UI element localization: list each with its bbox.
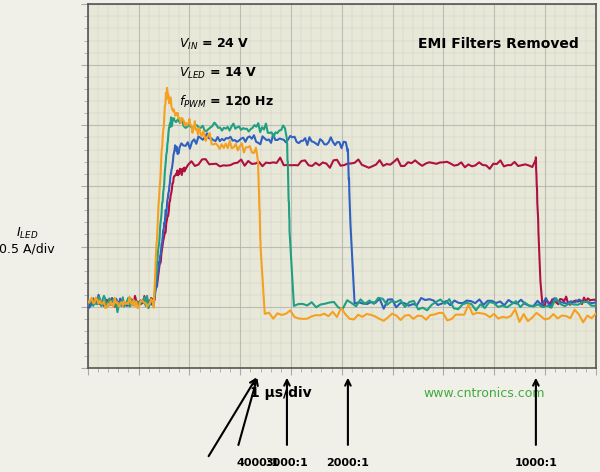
Text: $V_{LED}$ = 14 V: $V_{LED}$ = 14 V: [179, 66, 258, 81]
Text: $I_{LED}$
0.5 A/div: $I_{LED}$ 0.5 A/div: [0, 226, 55, 255]
Text: 4000:1: 4000:1: [236, 458, 280, 468]
Text: 3000:1: 3000:1: [266, 458, 308, 468]
Text: EMI Filters Removed: EMI Filters Removed: [418, 37, 579, 51]
Text: $f_{PWM}$ = 120 Hz: $f_{PWM}$ = 120 Hz: [179, 94, 274, 110]
Text: 2000:1: 2000:1: [326, 458, 370, 468]
Text: 1000:1: 1000:1: [514, 458, 557, 468]
Text: $V_{IN}$ = 24 V: $V_{IN}$ = 24 V: [179, 37, 250, 52]
Text: www.cntronics.com: www.cntronics.com: [424, 387, 545, 400]
Text: 1 μs/div: 1 μs/div: [250, 386, 311, 400]
